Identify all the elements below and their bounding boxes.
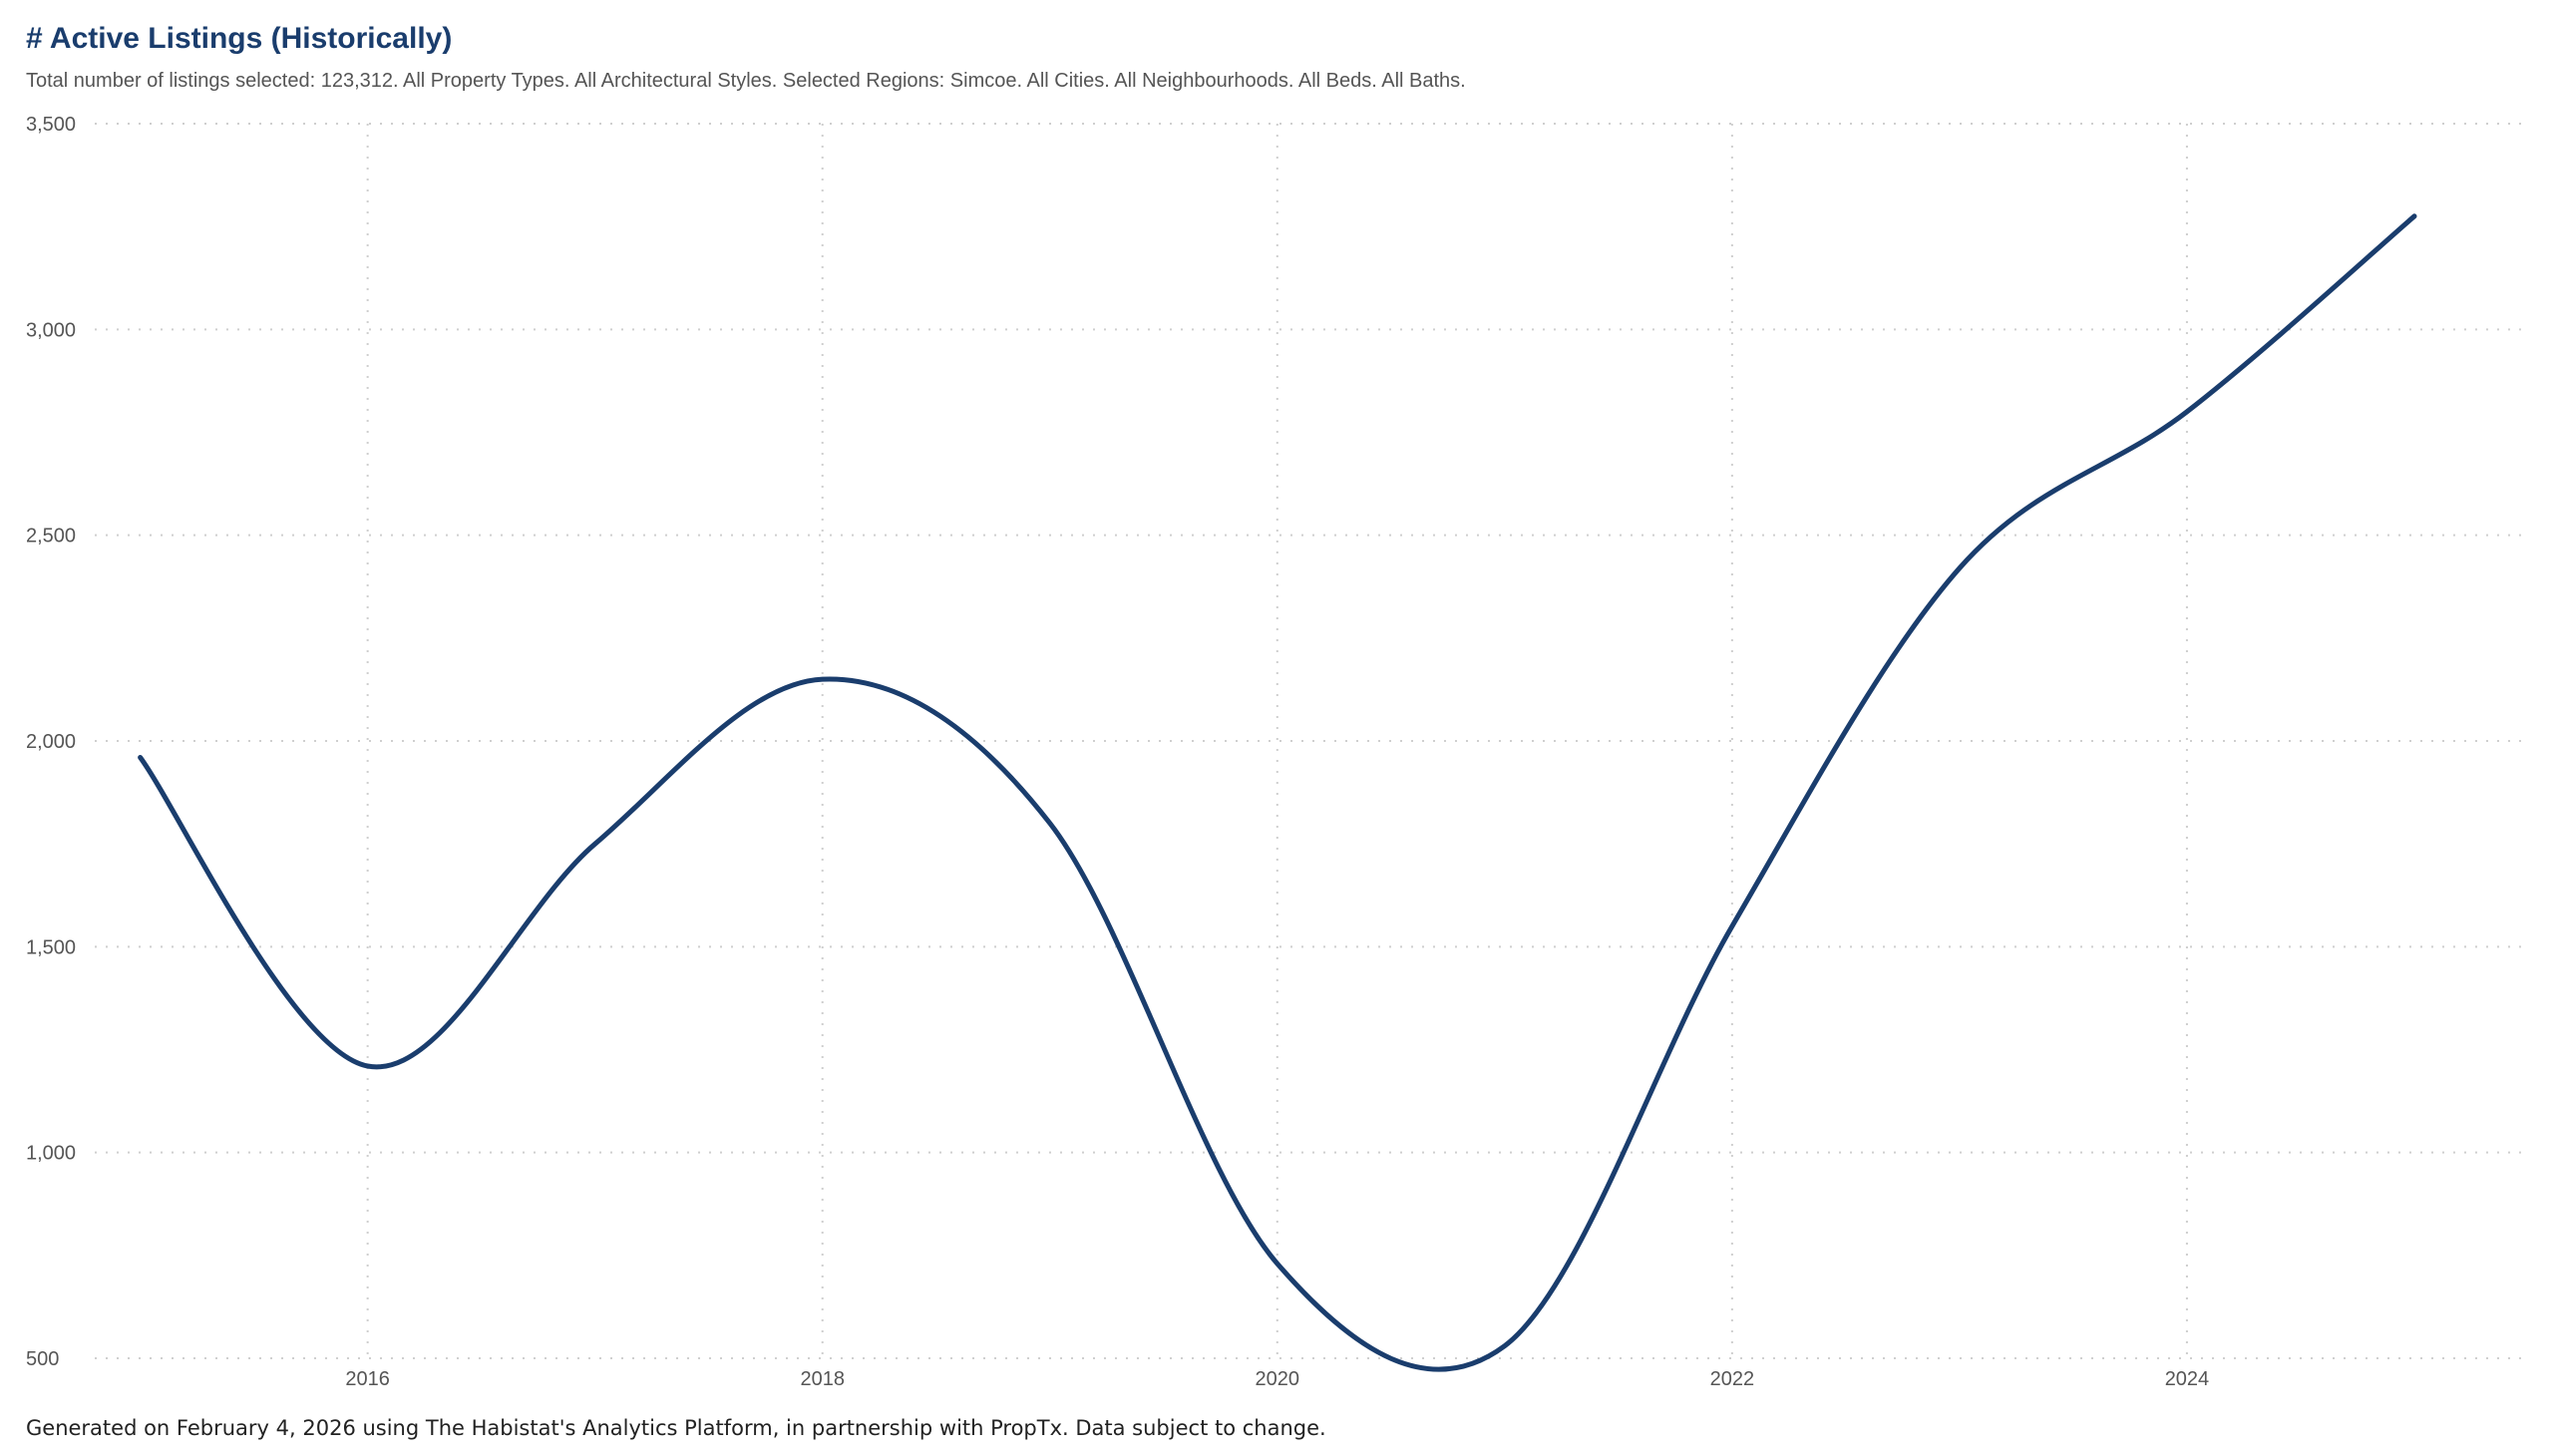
chart-subtitle: Total number of listings selected: 123,3…	[26, 70, 1466, 92]
y-tick-label: 3,000	[26, 319, 76, 341]
grid-layer	[95, 123, 2528, 1359]
x-tick-label: 2020	[1256, 1368, 1300, 1390]
axis-labels: 500 1,000 1,500 2,000 2,500 3,000 3,500 2016 201…	[26, 114, 2209, 1390]
y-tick-label: 500	[26, 1348, 59, 1370]
y-tick-label: 3,500	[26, 114, 76, 136]
x-tick-label: 2022	[1710, 1368, 1755, 1390]
series-layer	[138, 213, 2417, 1372]
x-tick-label: 2018	[800, 1368, 845, 1390]
y-tick-label: 2,500	[26, 526, 76, 547]
footer-note: Generated on February 4, 2026 using The …	[26, 1416, 1326, 1440]
x-tick-label: 2024	[2165, 1368, 2210, 1390]
y-tick-label: 1,000	[26, 1143, 76, 1165]
y-tick-label: 2,000	[26, 731, 76, 753]
y-tick-label: 1,500	[26, 936, 76, 958]
x-tick-label: 2016	[345, 1368, 390, 1390]
chart-title: # Active Listings (Historically)	[26, 22, 453, 55]
series-line	[138, 213, 2417, 1372]
